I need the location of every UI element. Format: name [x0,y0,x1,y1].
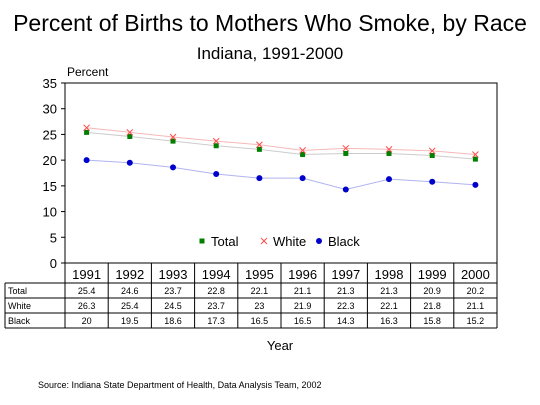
legend-label-black: Black [328,234,360,249]
data-point-white [385,145,393,153]
x-tick-label: 1999 [418,267,447,282]
data-point-black [83,157,90,164]
chart-subtitle: Indiana, 1991-2000 [196,44,344,63]
data-point-total [300,151,306,157]
x-tick-label: 1992 [115,267,144,282]
data-point-black [472,181,479,188]
table-cell: 25.4 [121,301,139,311]
table-cell: 20.9 [423,286,441,296]
table-cell: 21.8 [423,301,441,311]
table-cell: 22.1 [251,286,269,296]
data-point-black [213,171,220,178]
x-tick-label: 1996 [288,267,317,282]
legend-label-total: Total [211,234,239,249]
table-cell: 16.5 [251,316,269,326]
table-cell: 23.7 [164,286,182,296]
data-point-white [83,124,90,132]
table-cell: 21.1 [467,301,485,311]
y-tick-label: 5 [50,230,57,245]
x-tick-label: 1991 [72,267,101,282]
table-cell: 16.3 [380,316,398,326]
table-cell: 22.8 [207,286,225,296]
table-cell: 21.9 [294,301,312,311]
data-point-white [212,137,220,145]
data-point-total [386,150,392,156]
x-tick-label: 2000 [461,267,490,282]
table-cell: 16.5 [294,316,312,326]
series-line-total [86,131,476,160]
data-point-white [169,133,177,141]
data-point-white [299,147,306,154]
y-tick-label: 30 [43,102,57,117]
table-cell: 23 [254,301,264,311]
table-cell: 22.1 [380,301,398,311]
data-point-black [299,175,306,182]
series-line-black [86,159,476,190]
y-tick-label: 15 [43,179,57,194]
x-axis-label: Year [266,338,294,353]
table-cell: 18.6 [164,316,182,326]
data-point-white [428,147,436,155]
data-point-black [126,159,133,166]
data-point-total [429,153,435,159]
y-tick-label: 20 [43,153,57,168]
data-point-black [386,176,392,183]
x-tick-label: 1994 [202,267,231,282]
table-cell: 14.3 [337,316,355,326]
x-tick-label: 1998 [375,267,404,282]
data-point-total [213,143,219,149]
legend-marker-black [316,238,322,244]
table-cell: 15.8 [423,316,441,326]
table-cell: 20.2 [467,286,485,296]
legend-marker-total [199,238,205,244]
y-tick-label: 0 [50,256,57,271]
x-tick-label: 1997 [331,267,360,282]
series-line-white [86,127,476,155]
y-tick-label: 25 [43,127,57,142]
table-row-label: Black [8,316,31,326]
table-cell: 17.3 [207,316,225,326]
y-tick-label: 35 [43,76,57,91]
data-point-black [170,164,176,171]
data-point-black [429,178,436,185]
table-row-label: Total [8,286,27,296]
table-cell: 24.5 [164,301,182,311]
y-axis-label: Percent [67,65,109,79]
table-cell: 20 [82,316,92,326]
table-cell: 25.4 [78,286,96,296]
table-cell: 21.1 [294,286,312,296]
source-note: Source: Indiana State Department of Heal… [38,380,322,390]
x-tick-label: 1993 [159,267,188,282]
y-tick-label: 10 [43,205,57,220]
legend-label-white: White [273,234,306,249]
table-row-label: White [8,301,31,311]
data-point-black [342,186,349,193]
data-point-white [342,144,350,152]
table-cell: 15.2 [467,316,485,326]
data-point-black [256,175,263,182]
data-point-total [343,150,349,156]
x-tick-label: 1995 [245,267,274,282]
data-point-total [256,146,262,152]
data-point-white [126,129,134,136]
data-point-total [472,156,478,162]
table-cell: 19.5 [121,316,139,326]
legend-marker-white [260,237,268,245]
data-point-white [472,151,479,158]
data-point-white [256,141,263,149]
data-point-total [84,129,90,135]
data-point-total [170,138,176,144]
data-point-total [127,133,133,139]
chart-title: Percent of Births to Mothers Who Smoke, … [13,10,527,36]
table-cell: 26.3 [78,301,96,311]
table-cell: 23.7 [207,301,225,311]
table-cell: 22.3 [337,301,355,311]
table-cell: 24.6 [121,286,139,296]
table-cell: 21.3 [380,286,398,296]
table-cell: 21.3 [337,286,355,296]
